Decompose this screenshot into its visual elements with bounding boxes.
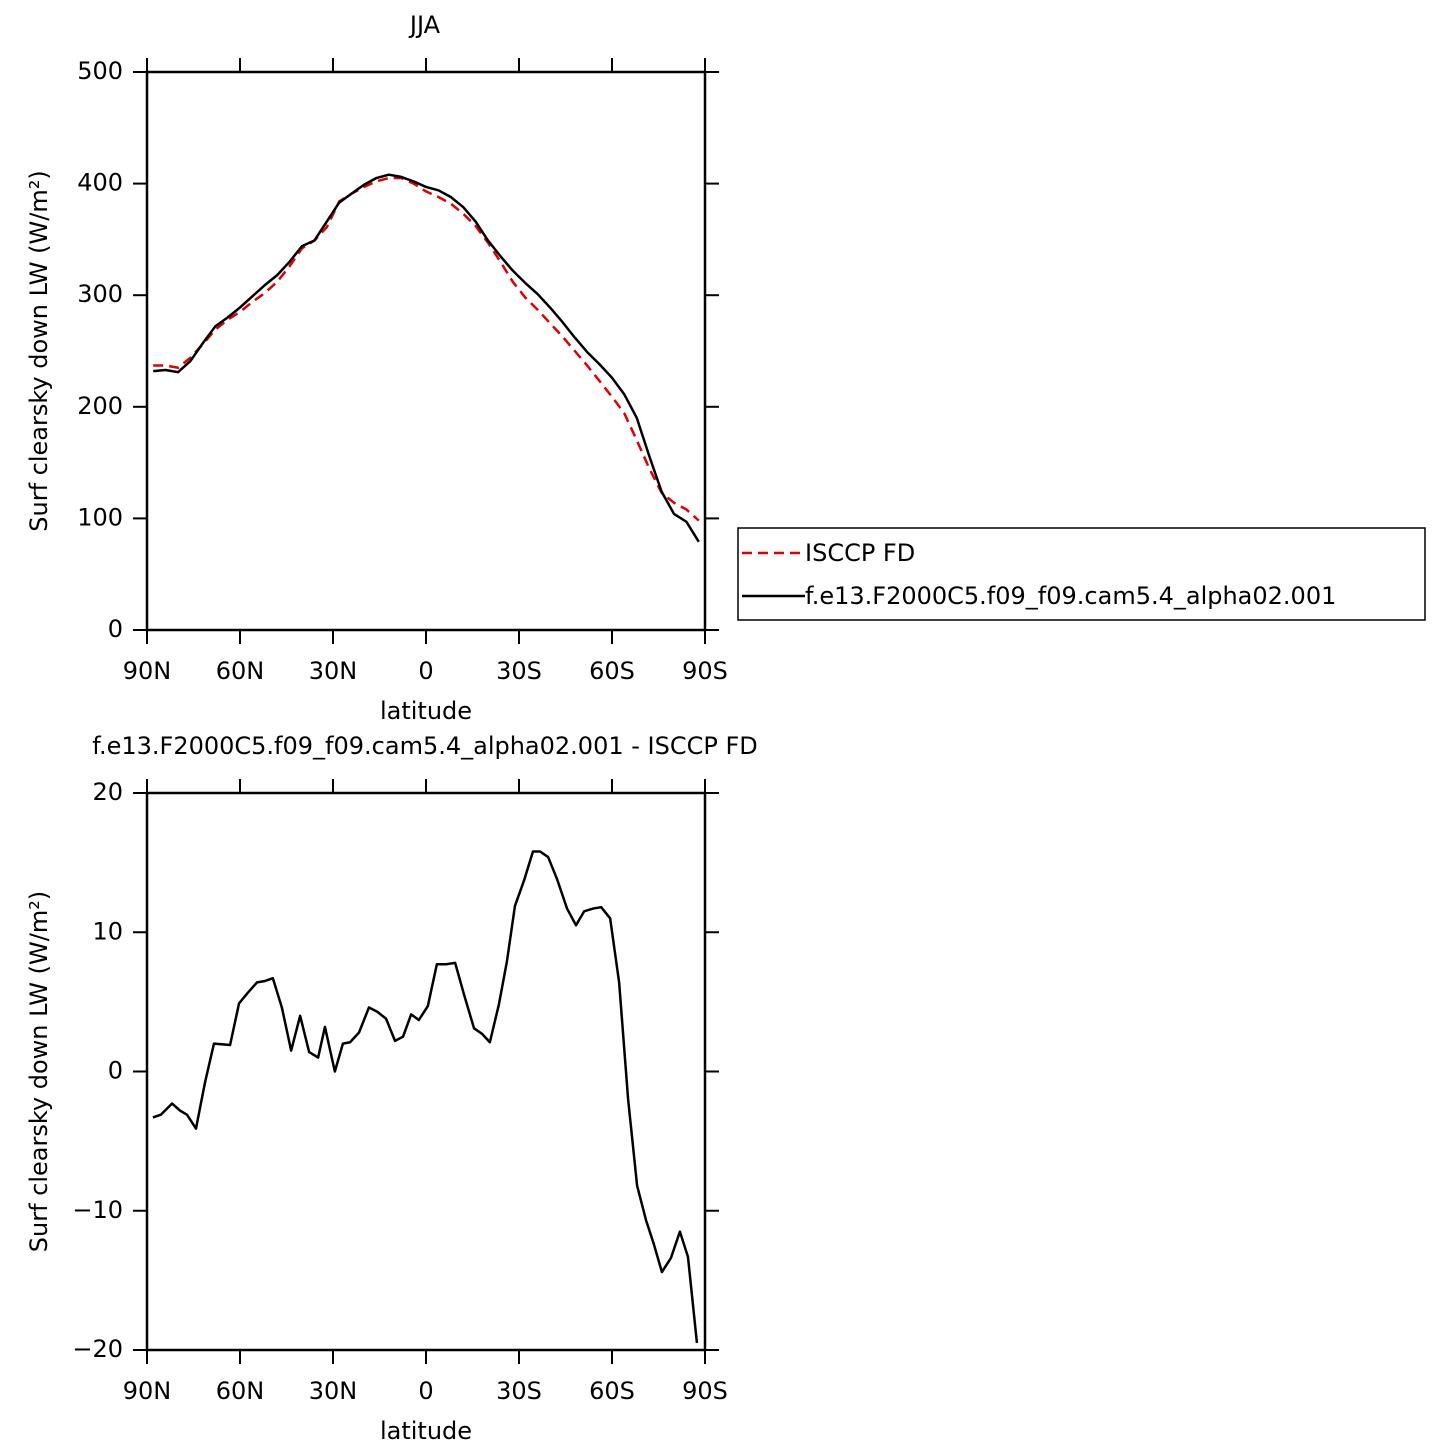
y-axis-label: Surf clearsky down LW (W/m²) <box>25 891 53 1252</box>
chart-title: f.e13.F2000C5.f09_f09.cam5.4_alpha02.001… <box>92 732 758 760</box>
y-tick-label: 300 <box>77 280 123 308</box>
data-line <box>153 176 700 522</box>
plot-frame <box>145 791 707 1352</box>
x-tick-label: 60N <box>216 657 265 685</box>
plot-frame <box>145 70 707 632</box>
y-tick-label: 0 <box>108 615 123 643</box>
legend-box <box>737 527 1426 621</box>
y-tick-label: 0 <box>108 1057 123 1085</box>
x-tick-label: 60S <box>589 1377 635 1405</box>
y-tick-label: 400 <box>77 169 123 197</box>
x-tick-label: 90N <box>123 657 172 685</box>
x-tick-label: 90S <box>682 1377 728 1405</box>
x-tick-label: 30N <box>309 657 358 685</box>
x-tick-label: 30S <box>496 657 542 685</box>
x-tick-label: 0 <box>418 1377 433 1405</box>
y-tick-label: 500 <box>77 57 123 85</box>
x-tick-label: 30S <box>496 1377 542 1405</box>
x-tick-label: 60S <box>589 657 635 685</box>
legend-label: f.e13.F2000C5.f09_f09.cam5.4_alpha02.001 <box>805 582 1336 610</box>
y-tick-label: 20 <box>92 778 123 806</box>
data-line <box>152 850 699 1344</box>
y-tick-label: −20 <box>72 1335 123 1363</box>
x-tick-label: 30N <box>309 1377 358 1405</box>
y-tick-label: 10 <box>92 917 123 945</box>
y-tick-label: −10 <box>72 1196 123 1224</box>
y-axis-label: Surf clearsky down LW (W/m²) <box>25 170 53 531</box>
y-tick-label: 200 <box>77 392 123 420</box>
chart-title: JJA <box>408 11 441 39</box>
x-axis-label: latitude <box>380 1417 472 1445</box>
x-axis-label: latitude <box>380 697 472 725</box>
legend-label: ISCCP FD <box>805 539 915 567</box>
y-tick-label: 100 <box>77 503 123 531</box>
x-tick-label: 60N <box>216 1377 265 1405</box>
x-tick-label: 90N <box>123 1377 172 1405</box>
data-line <box>153 173 700 543</box>
x-tick-label: 90S <box>682 657 728 685</box>
x-tick-label: 0 <box>418 657 433 685</box>
